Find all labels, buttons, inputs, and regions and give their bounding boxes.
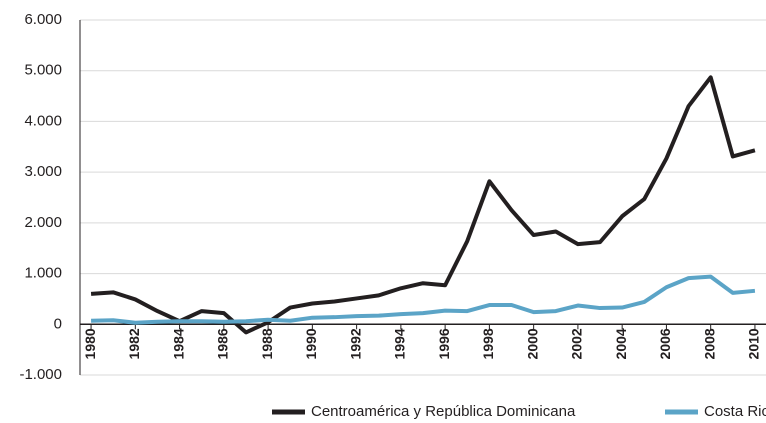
- x-tick-label: 2004: [613, 328, 629, 359]
- series-line: [90, 75, 756, 335]
- y-tick-label: 6.000: [24, 11, 62, 28]
- y-tick-label: 2.000: [24, 214, 62, 231]
- x-tick-label: 1998: [480, 328, 496, 359]
- legend-label: Centroamérica y República Dominicana: [311, 403, 576, 420]
- x-tick-label: 1992: [347, 328, 363, 359]
- x-tick-label: 1988: [259, 328, 275, 359]
- x-tick-label: 1982: [126, 328, 142, 359]
- x-tick-label: 2010: [746, 328, 762, 359]
- series-line: [91, 274, 756, 325]
- x-tick-label: 1994: [392, 328, 408, 359]
- y-tick-label: 1.000: [24, 265, 62, 282]
- legend-label: Costa Rica: [704, 403, 766, 420]
- x-tick-label: 1980: [82, 328, 98, 359]
- x-tick-label: 1996: [436, 328, 452, 359]
- x-tick-label: 2000: [524, 328, 540, 359]
- x-tick-label: 2006: [657, 328, 673, 359]
- y-tick-label: -1.000: [19, 366, 62, 383]
- x-tick-label: 2008: [701, 328, 717, 359]
- y-tick-label: 0: [54, 315, 62, 332]
- y-tick-label: 5.000: [24, 62, 62, 79]
- y-tick-label: 3.000: [24, 163, 62, 180]
- x-tick-label: 2002: [569, 328, 585, 359]
- x-tick-label: 1986: [215, 328, 231, 359]
- x-tick-label: 1990: [303, 328, 319, 359]
- x-tick-label: 1984: [170, 328, 186, 359]
- y-tick-label: 4.000: [24, 112, 62, 129]
